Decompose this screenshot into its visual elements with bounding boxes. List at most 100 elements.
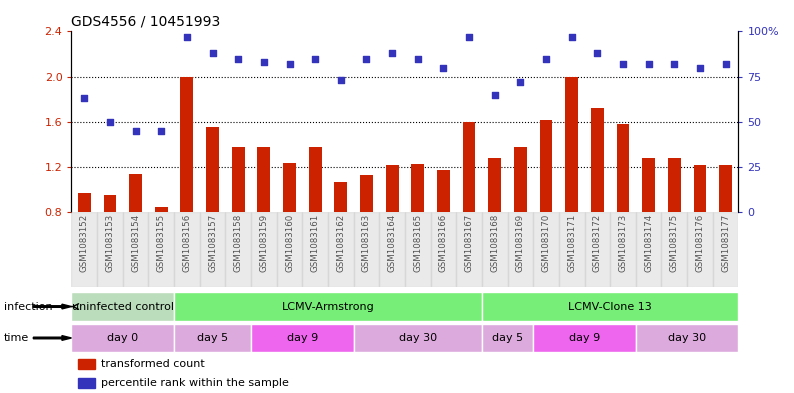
Bar [174, 212, 200, 287]
Bar [103, 195, 117, 212]
Bar [719, 165, 732, 212]
Bar [540, 119, 553, 212]
Bar [661, 212, 687, 287]
Text: day 5: day 5 [492, 333, 523, 343]
Bar [482, 324, 534, 352]
Text: LCMV-Clone 13: LCMV-Clone 13 [569, 301, 652, 312]
Bar [642, 158, 655, 212]
Bar [200, 212, 225, 287]
Bar [687, 212, 713, 287]
Point [103, 119, 116, 125]
Point [565, 34, 578, 40]
Point [463, 34, 476, 40]
Text: day 0: day 0 [107, 333, 138, 343]
Bar [584, 212, 610, 287]
Bar [71, 324, 174, 352]
Bar [693, 165, 707, 212]
Bar [482, 292, 738, 321]
Text: day 9: day 9 [287, 333, 318, 343]
Bar [155, 207, 168, 212]
Point [617, 61, 630, 67]
Bar [482, 212, 507, 287]
Bar [180, 77, 193, 212]
Point [514, 79, 526, 85]
Bar [565, 77, 578, 212]
Bar [437, 171, 450, 212]
Bar [405, 212, 430, 287]
Point [694, 64, 707, 71]
Bar [668, 158, 680, 212]
Bar [225, 212, 251, 287]
Point [719, 61, 732, 67]
Point [129, 128, 142, 134]
Bar [328, 212, 353, 287]
Text: day 5: day 5 [197, 333, 228, 343]
Bar [534, 324, 636, 352]
Bar [206, 127, 219, 212]
Point [437, 64, 449, 71]
Bar [411, 163, 424, 212]
Bar [353, 212, 380, 287]
Point [360, 55, 373, 62]
Bar [148, 212, 174, 287]
Text: infection: infection [4, 301, 52, 312]
Bar [488, 158, 501, 212]
Bar [559, 212, 584, 287]
Bar [71, 212, 97, 287]
Point [78, 95, 91, 101]
Bar [591, 108, 603, 212]
Point [591, 50, 603, 56]
Bar [97, 212, 123, 287]
Bar [78, 359, 94, 369]
Bar [334, 182, 347, 212]
Point [180, 34, 193, 40]
Point [540, 55, 553, 62]
Bar [257, 147, 270, 212]
Bar [174, 292, 482, 321]
Bar [610, 212, 636, 287]
Bar [71, 292, 174, 321]
Bar [129, 174, 142, 212]
Bar [380, 212, 405, 287]
Bar [251, 212, 276, 287]
Bar [534, 212, 559, 287]
Point [642, 61, 655, 67]
Bar [636, 324, 738, 352]
Point [257, 59, 270, 65]
Text: day 9: day 9 [569, 333, 600, 343]
Point [488, 92, 501, 98]
Text: GDS4556 / 10451993: GDS4556 / 10451993 [71, 15, 221, 29]
Bar [463, 122, 476, 212]
Bar [174, 324, 251, 352]
Bar [386, 165, 399, 212]
Bar [514, 147, 526, 212]
Bar [78, 193, 91, 212]
Text: time: time [4, 333, 29, 343]
Bar [276, 212, 303, 287]
Bar [251, 324, 353, 352]
Bar [430, 212, 457, 287]
Bar [78, 378, 94, 388]
Bar [617, 124, 630, 212]
Bar [507, 212, 534, 287]
Point [232, 55, 245, 62]
Text: day 30: day 30 [399, 333, 437, 343]
Text: LCMV-Armstrong: LCMV-Armstrong [282, 301, 374, 312]
Text: day 30: day 30 [668, 333, 706, 343]
Point [668, 61, 680, 67]
Bar [713, 212, 738, 287]
Point [411, 55, 424, 62]
Point [386, 50, 399, 56]
Text: uninfected control: uninfected control [71, 301, 174, 312]
Point [206, 50, 219, 56]
Bar [283, 163, 296, 212]
Bar [232, 147, 245, 212]
Point [155, 128, 168, 134]
Bar [303, 212, 328, 287]
Text: percentile rank within the sample: percentile rank within the sample [102, 378, 289, 388]
Bar [353, 324, 482, 352]
Point [283, 61, 296, 67]
Bar [360, 175, 373, 212]
Point [334, 77, 347, 83]
Bar [123, 212, 148, 287]
